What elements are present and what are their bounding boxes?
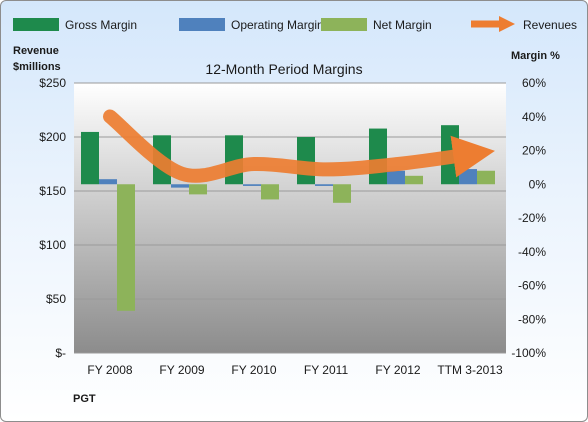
bar-net-margin <box>261 184 279 200</box>
right-tick-label: -60% <box>518 279 546 293</box>
bar-gross-margin <box>369 128 387 185</box>
bar-net-margin <box>189 184 207 195</box>
left-tick-label: $- <box>55 346 66 360</box>
legend-label: Net Margin <box>373 18 432 32</box>
left-axis-label-line1: Revenue <box>13 45 59 57</box>
plot-area <box>74 83 506 353</box>
bar-operating-margin <box>171 184 189 188</box>
legend-swatch-gross-margin <box>13 18 59 31</box>
revenue-line <box>103 109 495 183</box>
legend-arrow-icon <box>499 16 515 32</box>
category-label: FY 2012 <box>375 363 420 377</box>
right-tick-label: -100% <box>511 346 546 360</box>
bar-operating-margin <box>459 169 477 185</box>
left-tick-label: $200 <box>39 130 66 144</box>
bar-gross-margin <box>81 131 99 185</box>
bar-operating-margin <box>99 179 117 185</box>
revenue-series-line <box>103 109 495 183</box>
bar-operating-margin <box>315 184 333 186</box>
legend: Gross Margin Operating Margin Net Margin Re… <box>13 16 577 32</box>
bar-operating-margin <box>243 184 261 186</box>
left-tick-label: $250 <box>39 76 66 90</box>
right-tick-label: -80% <box>518 312 546 326</box>
right-tick-label: 40% <box>522 110 546 124</box>
bar-net-margin <box>117 184 135 311</box>
right-tick-label: -40% <box>518 245 546 259</box>
chart-title: 12-Month Period Margins <box>205 61 362 77</box>
bar-net-margin <box>333 184 351 203</box>
bar-net-margin <box>405 175 423 185</box>
right-tick-label: 60% <box>522 76 546 90</box>
left-tick-label: $150 <box>39 184 66 198</box>
legend-swatch-net-margin <box>321 18 367 31</box>
right-tick-label: 20% <box>522 144 546 158</box>
category-label: TTM 3-2013 <box>437 363 503 377</box>
company-label: PGT <box>73 393 96 405</box>
left-tick-label: $50 <box>46 292 66 306</box>
right-tick-label: 0% <box>529 177 547 191</box>
bar-net-margin <box>477 170 495 185</box>
category-label: FY 2011 <box>304 363 349 377</box>
category-label: FY 2010 <box>231 363 276 377</box>
category-label: FY 2008 <box>87 363 132 377</box>
left-axis-label-line2: $millions <box>13 61 61 73</box>
right-tick-label: -20% <box>518 211 546 225</box>
bar-operating-margin <box>387 170 405 185</box>
legend-label: Operating Margin <box>231 18 324 32</box>
gridlines <box>74 82 506 354</box>
category-label: FY 2009 <box>159 363 204 377</box>
axes: $- $50 $100 $150 $200 $250 -100% -80% -60% -40% -2… <box>39 76 546 377</box>
legend-swatch-operating-margin <box>179 18 225 31</box>
right-axis-label: Margin % <box>511 50 560 62</box>
legend-label: Revenues <box>523 18 577 32</box>
left-tick-label: $100 <box>39 238 66 252</box>
legend-label: Gross Margin <box>65 18 137 32</box>
